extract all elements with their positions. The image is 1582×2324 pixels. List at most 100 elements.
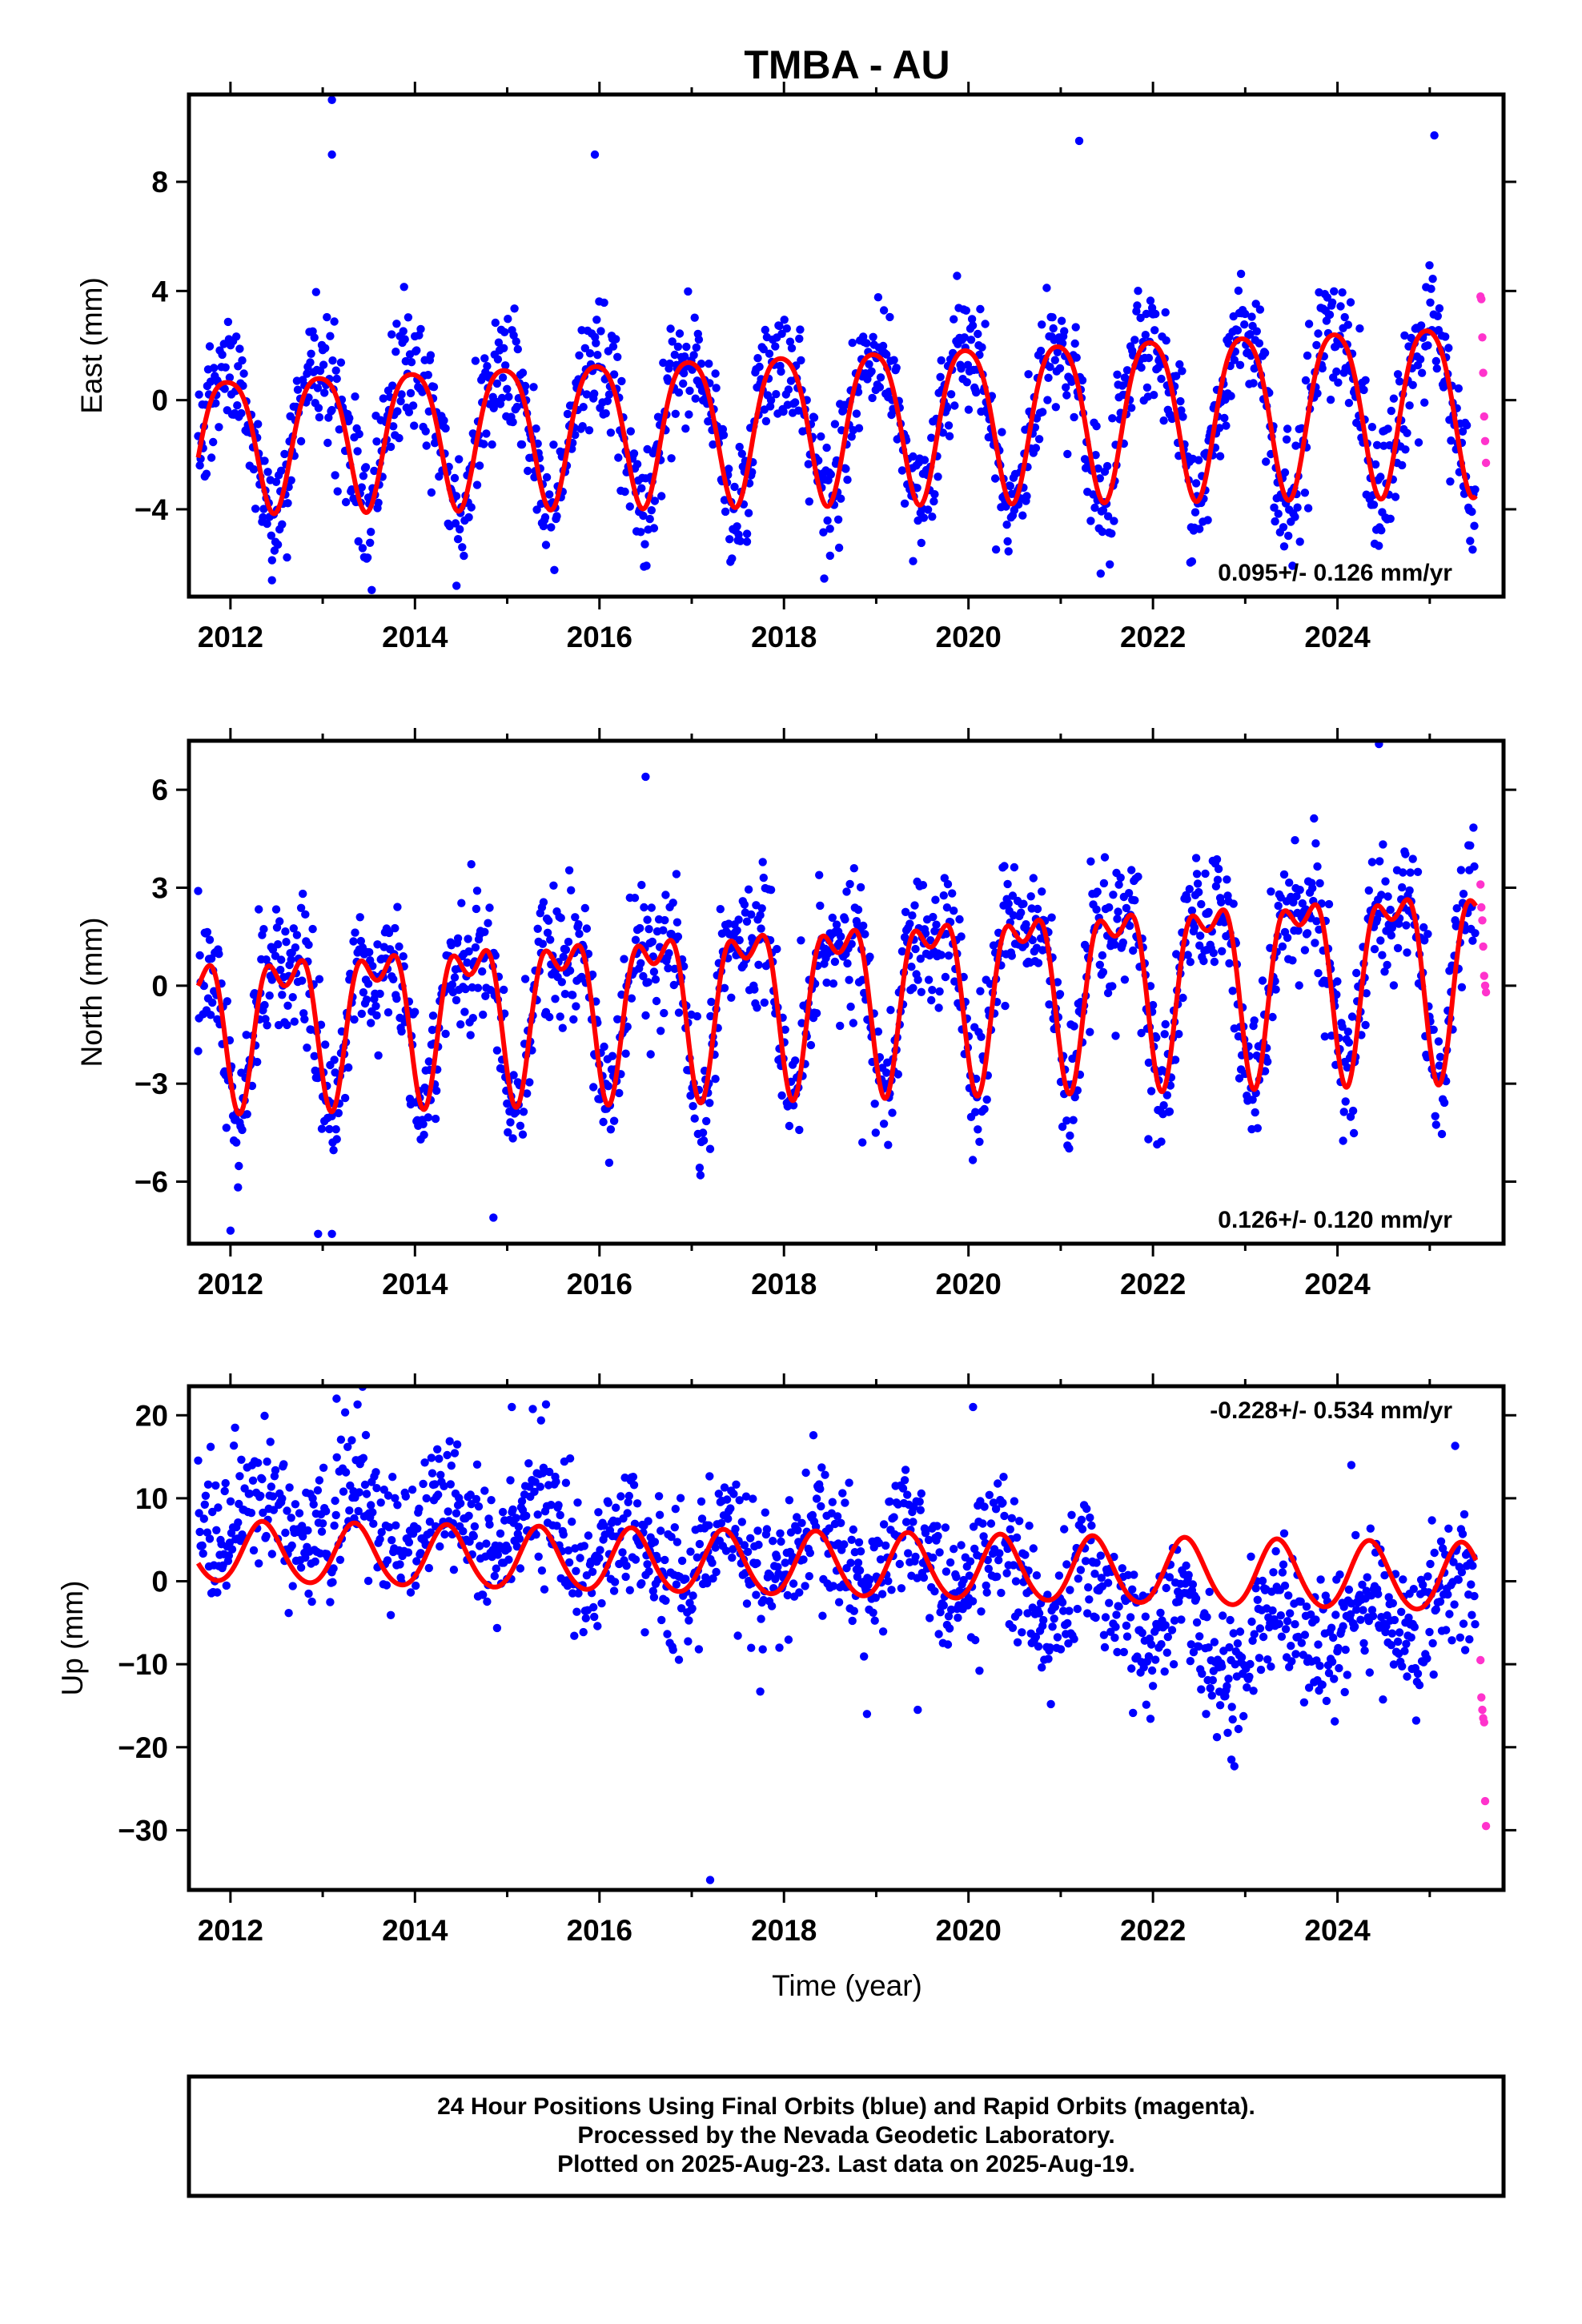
- data-point: [474, 1502, 484, 1511]
- data-point: [303, 1043, 311, 1052]
- data-point: [202, 469, 211, 478]
- data-point: [725, 535, 734, 544]
- data-point: [1222, 421, 1231, 430]
- data-point: [721, 1546, 731, 1555]
- data-point: [332, 1453, 341, 1462]
- data-point: [1372, 440, 1382, 449]
- data-point: [1250, 1630, 1259, 1638]
- data-point: [853, 905, 863, 915]
- data-point: [673, 1538, 682, 1546]
- data-point: [643, 915, 652, 924]
- data-point: [1071, 323, 1080, 332]
- outlier-point: [1347, 1461, 1356, 1470]
- data-point: [341, 1468, 351, 1477]
- data-point: [427, 1454, 436, 1462]
- data-point: [542, 472, 552, 482]
- data-point: [211, 399, 220, 408]
- data-point: [431, 1114, 440, 1124]
- data-point: [572, 1566, 580, 1576]
- data-point: [664, 376, 673, 385]
- data-point: [1433, 312, 1443, 320]
- data-point: [1192, 1618, 1202, 1627]
- data-point: [1395, 377, 1404, 386]
- data-point: [1055, 990, 1065, 999]
- data-point: [1144, 1652, 1154, 1661]
- data-point: [1218, 947, 1227, 956]
- data-point: [1247, 312, 1256, 321]
- data-point: [689, 1102, 697, 1111]
- data-point: [1361, 376, 1370, 384]
- data-point: [195, 1527, 204, 1537]
- data-point: [898, 1484, 908, 1493]
- data-point: [282, 938, 291, 947]
- data-point: [1160, 1030, 1169, 1039]
- data-point: [411, 1007, 420, 1016]
- data-point: [375, 989, 384, 999]
- data-point: [321, 344, 330, 352]
- data-point: [456, 1020, 465, 1029]
- data-point: [389, 975, 398, 984]
- data-point: [589, 1083, 598, 1092]
- data-point: [952, 1573, 961, 1582]
- data-point: [749, 1494, 757, 1503]
- data-point: [909, 452, 917, 461]
- data-point: [421, 427, 430, 436]
- data-point: [407, 358, 416, 367]
- data-point: [733, 1631, 742, 1640]
- data-point: [1338, 288, 1347, 297]
- data-point: [924, 975, 934, 984]
- data-point: [400, 335, 409, 344]
- data-point: [436, 1542, 444, 1551]
- data-point: [332, 374, 341, 384]
- data-point: [313, 1486, 323, 1495]
- data-point: [332, 1135, 341, 1144]
- data-point: [741, 1492, 751, 1501]
- data-point: [401, 1492, 410, 1501]
- data-point: [311, 287, 320, 296]
- data-point: [1031, 1632, 1041, 1642]
- data-point: [849, 1606, 859, 1615]
- data-point: [1419, 1580, 1427, 1590]
- x-tick-label: 2020: [936, 1914, 1002, 1947]
- data-point: [1466, 841, 1475, 850]
- data-point: [632, 1499, 642, 1508]
- data-point: [1385, 440, 1394, 450]
- data-point: [319, 1463, 328, 1473]
- data-point: [786, 1528, 796, 1537]
- data-point: [998, 1498, 1007, 1507]
- data-point: [1103, 512, 1113, 521]
- data-point: [1002, 1569, 1011, 1578]
- data-point: [841, 1498, 849, 1507]
- outlier-point: [314, 1229, 323, 1239]
- data-point: [1108, 982, 1117, 991]
- data-point: [1279, 870, 1289, 879]
- data-point: [480, 1486, 489, 1495]
- data-point: [939, 1601, 949, 1610]
- x-tick-label: 2022: [1120, 621, 1186, 653]
- data-point: [367, 585, 376, 594]
- data-point: [1314, 329, 1323, 338]
- data-point: [1331, 1610, 1340, 1619]
- data-point: [1108, 414, 1117, 423]
- data-point: [720, 1483, 729, 1492]
- data-point: [648, 952, 657, 961]
- footer-line-2: Processed by the Nevada Geodetic Laborat…: [577, 2122, 1114, 2149]
- data-point: [372, 437, 381, 446]
- data-point: [878, 341, 888, 351]
- data-point: [276, 965, 285, 975]
- data-point: [1069, 1116, 1078, 1124]
- data-point: [1103, 1578, 1113, 1587]
- data-point: [913, 1574, 921, 1582]
- data-point: [1078, 376, 1087, 385]
- data-point: [410, 421, 419, 430]
- data-point: [1150, 326, 1159, 335]
- data-point: [1419, 923, 1428, 932]
- data-point: [1329, 1633, 1338, 1642]
- data-point: [524, 1459, 533, 1468]
- data-point: [681, 424, 690, 433]
- data-point: [854, 1538, 864, 1547]
- data-point: [215, 423, 223, 432]
- data-point: [1011, 1577, 1021, 1586]
- data-point: [596, 1546, 604, 1554]
- data-point: [484, 919, 492, 927]
